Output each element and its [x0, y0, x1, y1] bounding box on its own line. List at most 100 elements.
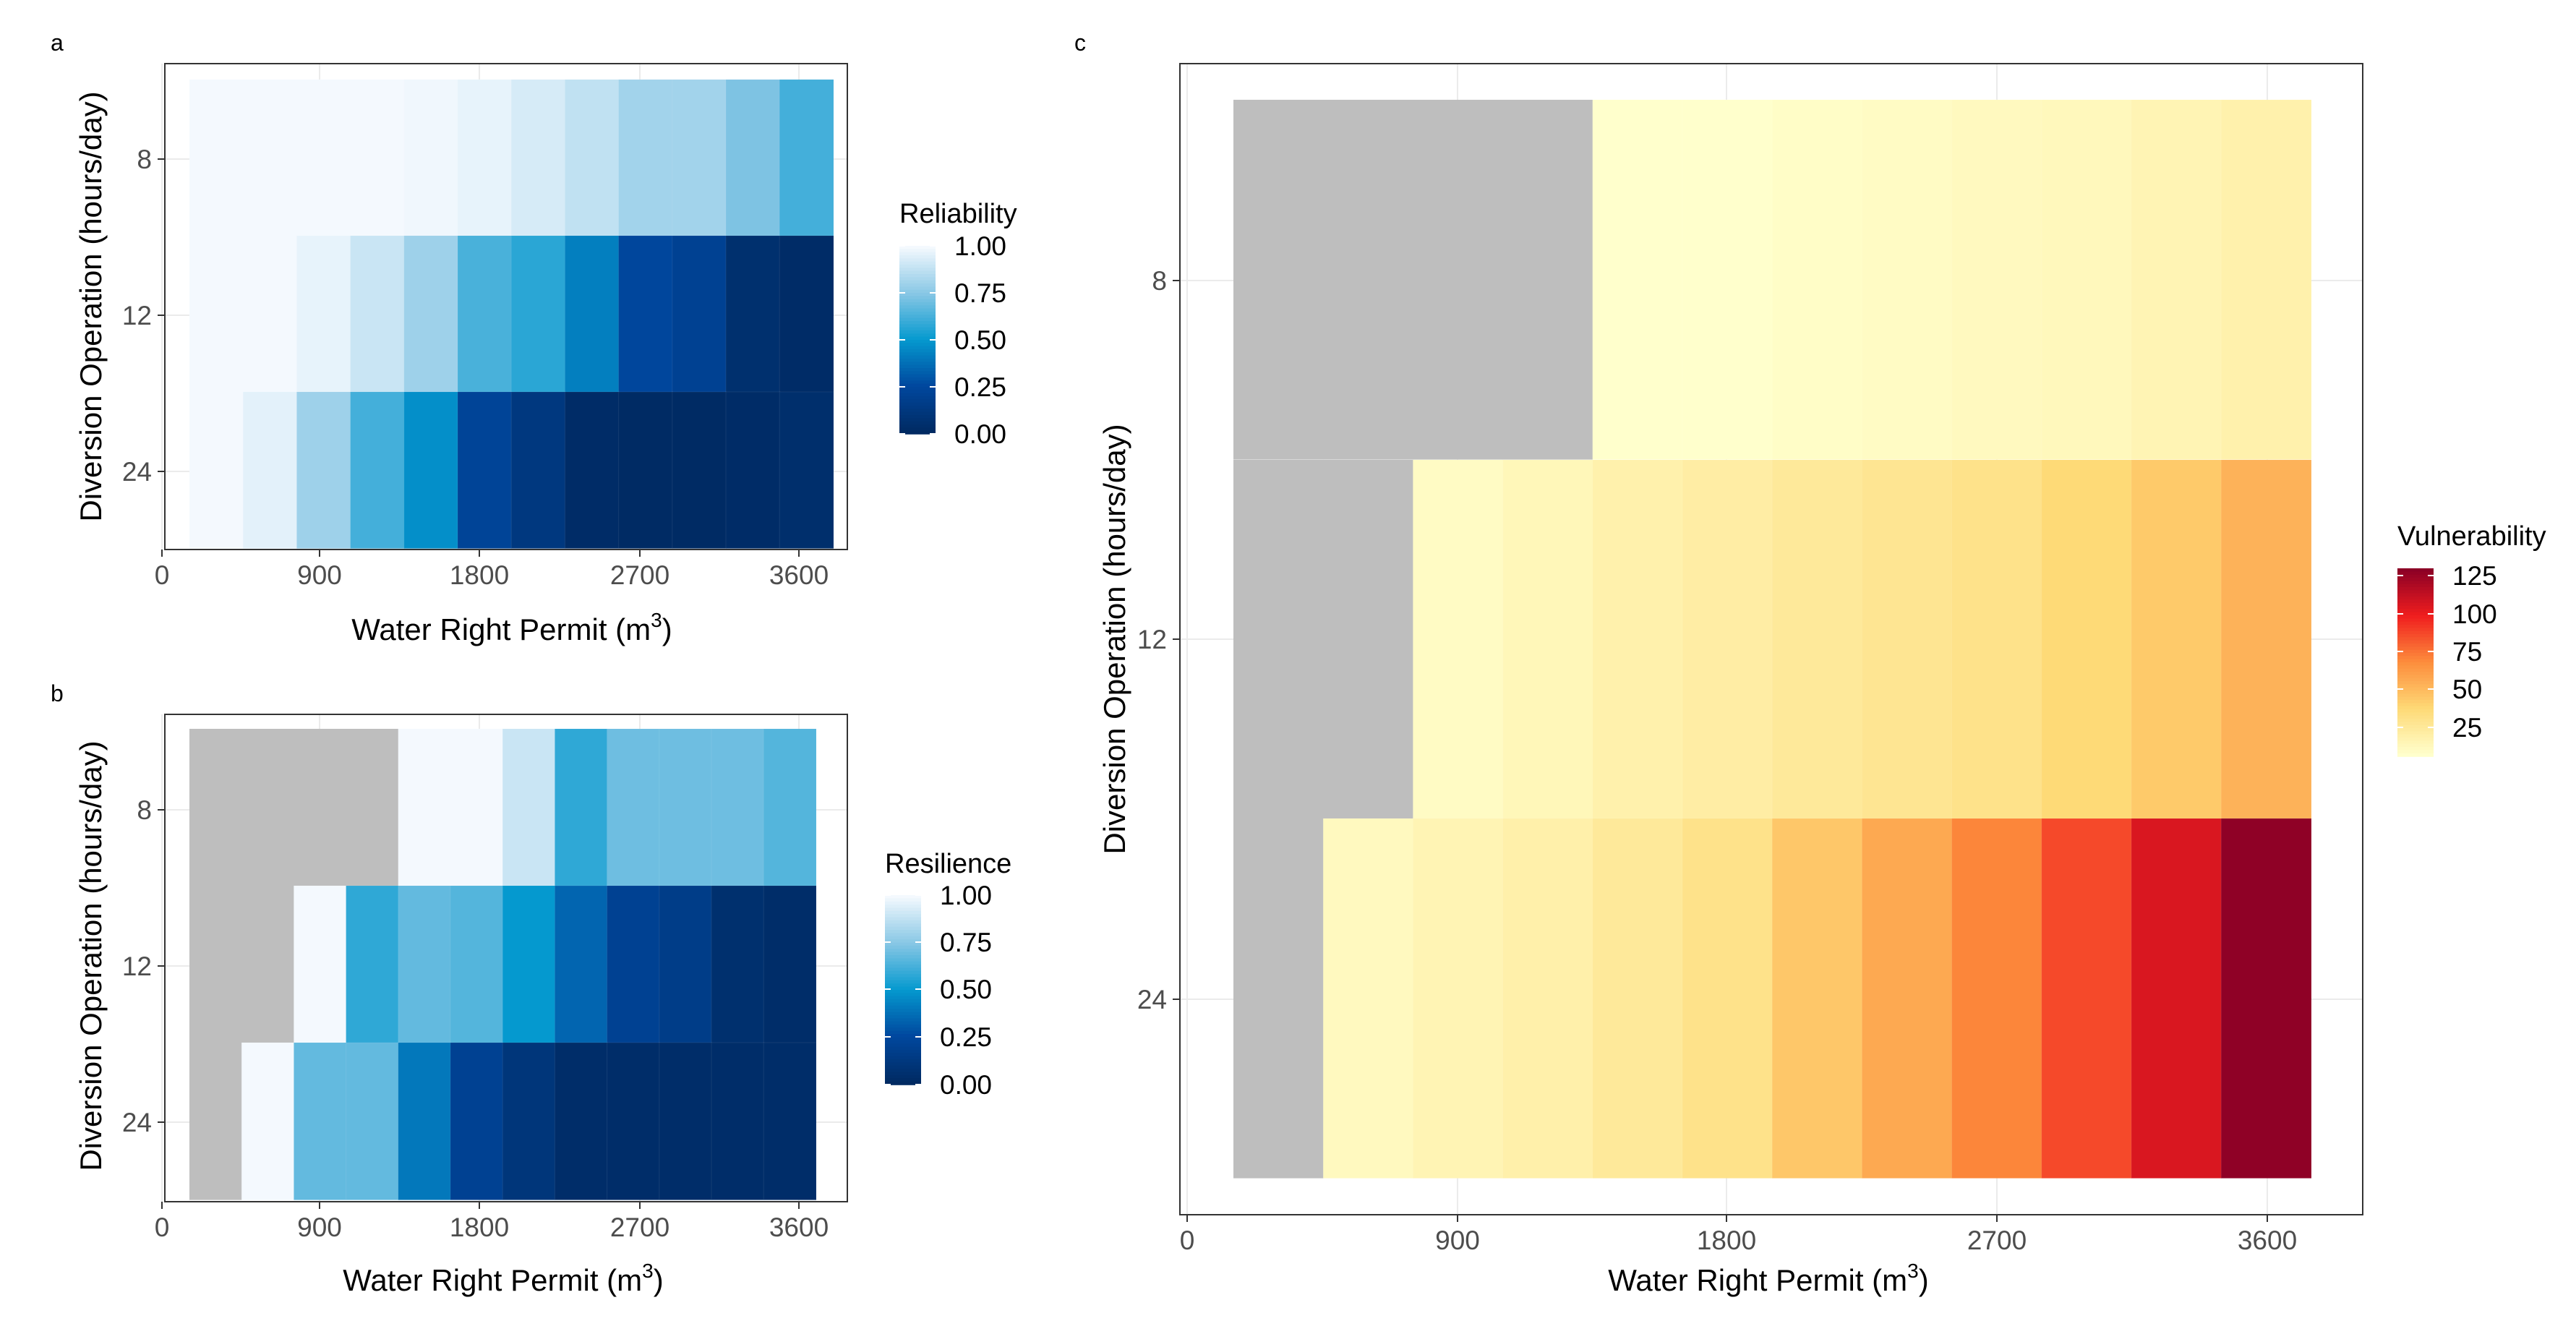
legend-colorbar-segment — [2397, 703, 2434, 707]
heatmap-tile — [1323, 100, 1413, 460]
legend-colorbar-segment — [885, 999, 921, 1004]
panel-border — [164, 714, 848, 1202]
heatmap-tile — [346, 885, 399, 1044]
heatmap-tile — [398, 885, 452, 1044]
legend-colorbar-segment — [2397, 675, 2434, 679]
legend-colorbar-segment — [2397, 665, 2434, 670]
heatmap-tile — [711, 1042, 765, 1201]
heatmap-tile — [510, 79, 566, 237]
legend-colorbar-segment — [2397, 696, 2434, 701]
heatmap-tile — [672, 391, 727, 550]
heatmap-tile — [457, 235, 513, 393]
x-axis-title: Water Right Permit (m3) — [1608, 1260, 1928, 1297]
legend-colorbar-segment — [899, 336, 936, 341]
legend-colorbar-segment — [885, 1046, 921, 1051]
legend-colorbar-segment — [899, 355, 936, 359]
legend-colorbar-segment — [885, 1069, 921, 1073]
heatmap-tile — [779, 79, 834, 237]
legend-colorbar-segment — [2397, 677, 2434, 682]
x-tick-label: 3600 — [769, 560, 829, 590]
legend-colorbar-segment — [899, 283, 936, 288]
legend-colorbar-segment — [899, 246, 936, 250]
legend-colorbar-segment — [2397, 612, 2434, 616]
legend-colorbar-segment — [2397, 581, 2434, 585]
legend-colorbar-segment — [885, 977, 921, 981]
legend-colorbar-segment — [899, 277, 936, 281]
x-tick-label: 900 — [297, 560, 342, 590]
legend-colorbar-segment — [885, 970, 921, 975]
legend-colorbar-segment — [899, 286, 936, 291]
legend-colorbar-segment — [885, 1021, 921, 1025]
legend-colorbar-segment — [2397, 599, 2434, 604]
heatmap-tile — [242, 235, 298, 393]
legend-colorbar-segment — [2397, 587, 2434, 591]
heatmap-tile — [607, 1042, 660, 1201]
heatmap-tile — [1502, 459, 1593, 821]
legend-colorbar-segment — [885, 961, 921, 965]
heatmap-tile — [554, 885, 608, 1044]
legend-colorbar-segment — [899, 293, 936, 297]
legend-colorbar-segment — [899, 340, 936, 344]
legend-colorbar-segment — [885, 1072, 921, 1076]
heatmap-tile — [2220, 99, 2312, 461]
heatmap-tile — [1682, 818, 1773, 1179]
legend-colorbar-segment — [899, 396, 936, 401]
heatmap-tile — [1861, 99, 1953, 461]
legend-colorbar-segment — [2397, 625, 2434, 629]
legend-colorbar-segment — [885, 1012, 921, 1016]
legend-colorbar-segment — [899, 317, 936, 322]
legend-colorbar-segment — [899, 324, 936, 328]
panel-a: a 0 900 1800 2700 3600 8 12 24 Water Right Permit… — [51, 30, 1017, 646]
heatmap-tile — [346, 729, 399, 886]
legend-colorbar-segment — [2397, 640, 2434, 644]
panel-b: b 0 900 1800 2700 3600 8 12 24 Water Right Permit… — [51, 680, 1011, 1297]
legend-colorbar-segment — [885, 952, 921, 956]
legend-colorbar-segment — [885, 1053, 921, 1057]
panel-label-b: b — [51, 680, 64, 706]
legend-label: 75 — [2452, 637, 2482, 667]
heatmap-tile — [457, 391, 513, 550]
y-tick-label: 8 — [137, 795, 152, 825]
heatmap-tile — [502, 885, 556, 1044]
legend-colorbar-segment — [2397, 578, 2434, 582]
legend-label: 0.25 — [954, 372, 1006, 402]
legend-colorbar-segment — [899, 343, 936, 347]
x-tick-label: 3600 — [2238, 1226, 2297, 1255]
legend-colorbar-segment — [2397, 597, 2434, 601]
heatmap-tile — [2041, 818, 2133, 1179]
legend-colorbar-segment — [2397, 630, 2434, 635]
legend-colorbar-segment — [885, 1049, 921, 1054]
heatmap-tile — [242, 79, 298, 237]
heatmap-tile — [189, 235, 244, 393]
heatmap-tile — [450, 728, 504, 887]
legend-colorbar-segment — [899, 308, 936, 312]
x-tick-label: 900 — [297, 1213, 342, 1242]
legend-colorbar-segment — [885, 1027, 921, 1032]
panel-label-a: a — [51, 30, 64, 56]
heatmap-tile — [241, 1042, 295, 1201]
legend-colorbar-segment — [899, 409, 936, 413]
legend-colorbar-segment — [2397, 734, 2434, 738]
legend-label: 0.00 — [940, 1070, 992, 1100]
legend-colorbar-segment — [899, 315, 936, 319]
legend-colorbar-segment — [2397, 687, 2434, 691]
heatmap-tile — [1412, 459, 1504, 821]
legend-colorbar-segment — [2397, 750, 2434, 754]
legend-colorbar-segment — [899, 380, 936, 385]
x-tick-label: 0 — [1180, 1226, 1195, 1255]
legend-label: 0.25 — [940, 1022, 992, 1052]
legend-label: 50 — [2452, 675, 2482, 704]
heatmap-tile — [2131, 818, 2222, 1179]
legend-colorbar-segment — [2397, 656, 2434, 660]
heatmap-tile — [1323, 460, 1413, 820]
legend-colorbar-segment — [899, 299, 936, 303]
legend-label: 0.50 — [954, 325, 1006, 355]
heatmap-tile — [1771, 99, 1863, 461]
heatmap-tile — [189, 886, 242, 1043]
heatmap-tile — [403, 235, 459, 393]
x-tick-label: 900 — [1435, 1226, 1480, 1255]
legend-colorbar-segment — [899, 399, 936, 403]
legend-colorbar-segment — [899, 305, 936, 309]
legend-colorbar-segment — [885, 895, 921, 899]
